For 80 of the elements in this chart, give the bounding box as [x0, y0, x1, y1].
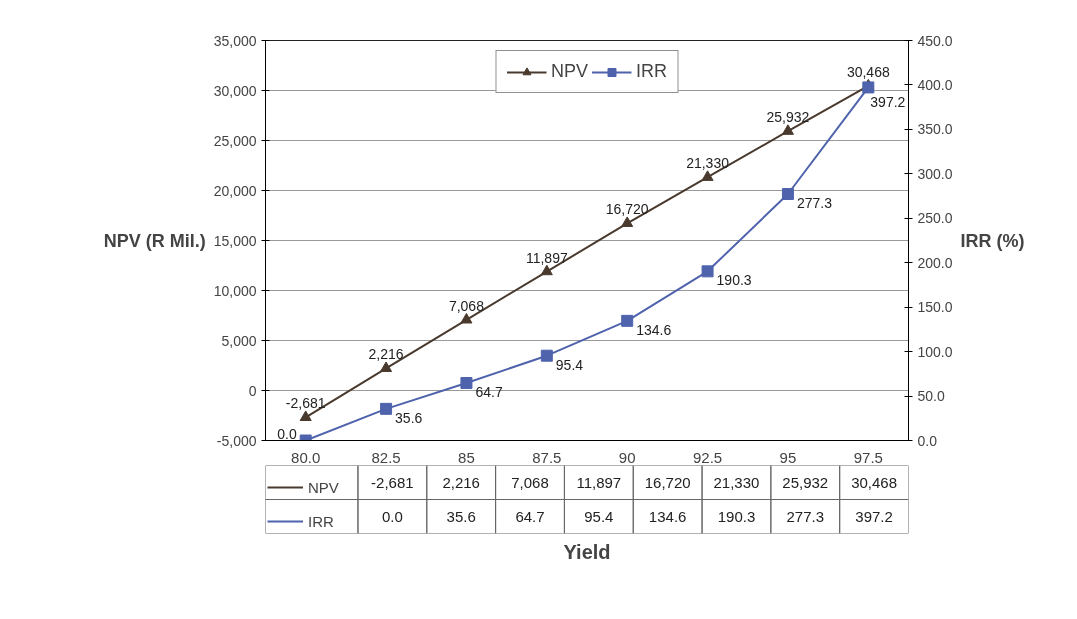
text: -2,681 [371, 473, 414, 491]
point [862, 81, 875, 94]
point [460, 312, 473, 324]
data-label: 95.4 [555, 356, 584, 373]
data-label: 277.3 [796, 195, 833, 212]
y2-tick-label: 50.0 [917, 388, 945, 405]
data-label: 397.2 [870, 94, 906, 111]
text: 0.0 [381, 507, 403, 525]
y2-tick-label: 450.0 [917, 32, 953, 49]
y2-axis-title: IRR (%) [960, 230, 1025, 251]
text: 277.3 [786, 507, 825, 525]
legend-label: IRR [636, 61, 668, 82]
point [701, 265, 714, 278]
y2-tick-label: 300.0 [917, 165, 953, 182]
y2-tick-label: 100.0 [917, 343, 953, 360]
point [781, 188, 794, 201]
text: 134.6 [648, 507, 687, 525]
data-label: 11,897 [525, 249, 568, 266]
point [621, 314, 634, 327]
x-tick-label: 97.5 [853, 448, 883, 466]
point [781, 124, 794, 135]
text: 21,330 [713, 473, 760, 491]
text: 25,932 [782, 473, 829, 491]
y-tick-label: 5,000 [221, 332, 257, 349]
x-axis-title: Yield [563, 540, 611, 563]
y2-tick-label: 200.0 [917, 254, 953, 271]
text: 64.7 [515, 507, 545, 525]
y2-tick-label: 250.0 [917, 210, 953, 227]
x-tick-label: 82.5 [371, 448, 401, 466]
text: 190.3 [717, 507, 756, 525]
data-label: 25,932 [766, 109, 810, 126]
text: 30,468 [851, 473, 898, 491]
x-tick-label: 87.5 [532, 448, 562, 466]
data-label: 64.7 [475, 383, 503, 400]
x-tick-label: 92.5 [692, 448, 723, 466]
data-label: 30,468 [846, 63, 890, 80]
y-tick-label: 35,000 [213, 32, 257, 49]
data-label: 35.6 [395, 409, 423, 426]
data-label: 190.3 [716, 272, 752, 289]
text: 2,216 [442, 473, 480, 491]
point [540, 349, 553, 362]
point [380, 361, 393, 373]
text: IRR [308, 512, 334, 530]
text: 35.6 [446, 507, 476, 525]
y-tick-label: 10,000 [213, 282, 257, 299]
point [540, 264, 553, 276]
y-tick-label: 0 [248, 382, 257, 399]
text: NPV [308, 478, 339, 496]
text: 7,068 [511, 473, 549, 491]
x-tick-label: 95 [779, 448, 797, 466]
y-tick-label: 30,000 [213, 82, 257, 99]
y2-tick-label: 0.0 [917, 432, 938, 449]
data-label: 21,330 [686, 155, 730, 172]
data-label: 2,216 [368, 346, 404, 363]
y2-tick-label: 350.0 [917, 121, 953, 138]
legend-label: NPV [550, 61, 589, 82]
data-label: 0.0 [277, 425, 297, 442]
y-tick-label: 15,000 [213, 232, 257, 249]
text: 11,897 [576, 473, 622, 491]
x-tick-label: 90 [618, 448, 636, 466]
x-tick-label: 85 [458, 448, 475, 466]
y2-tick-label: 400.0 [917, 76, 953, 93]
x-tick-label: 80.0 [291, 448, 321, 466]
text: 397.2 [855, 507, 893, 525]
text: 95.4 [584, 507, 614, 525]
point [380, 402, 393, 415]
point [460, 376, 473, 389]
y-tick-label: 25,000 [213, 132, 257, 149]
point [621, 216, 634, 227]
y-tick-label: -5,000 [216, 432, 257, 449]
data-label: 16,720 [605, 201, 649, 218]
y-tick-label: 20,000 [213, 182, 257, 199]
data-label: -2,681 [285, 395, 326, 412]
point [701, 170, 714, 181]
y-axis-title: NPV (R Mil.) [103, 230, 206, 251]
point [299, 410, 312, 421]
data-label: 7,068 [448, 297, 485, 314]
y2-tick-label: 150.0 [917, 299, 953, 316]
text: 16,720 [644, 473, 691, 491]
data-label: 134.6 [636, 321, 672, 338]
